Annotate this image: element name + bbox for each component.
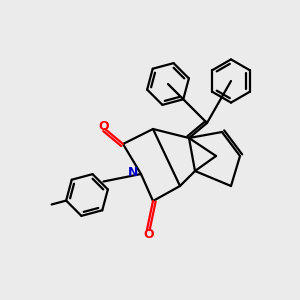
Text: O: O: [143, 228, 154, 242]
Text: N: N: [128, 166, 138, 179]
Text: O: O: [98, 119, 109, 133]
